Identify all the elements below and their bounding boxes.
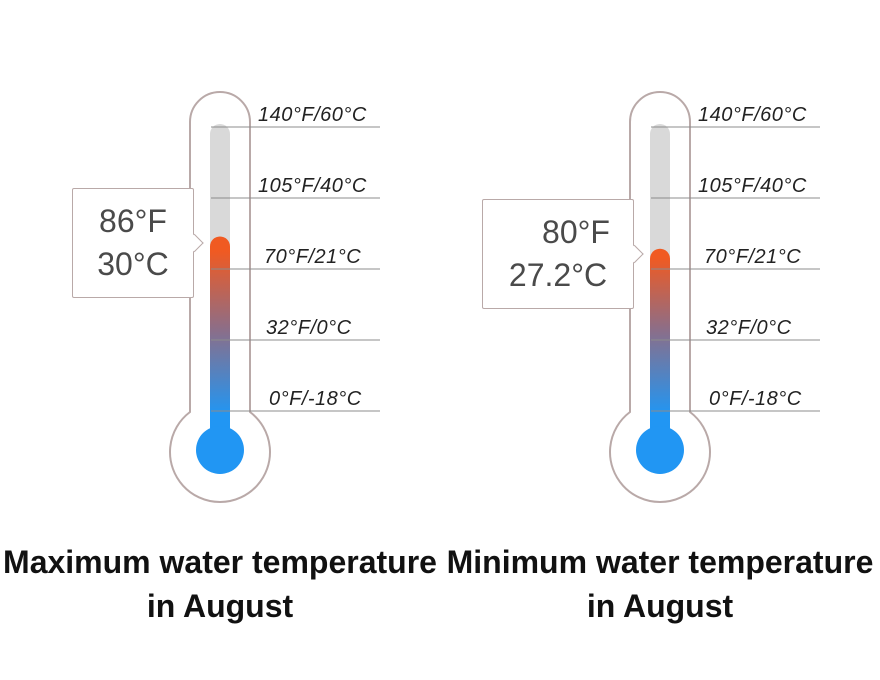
thermometer-panel-max: 140°F/60°C 105°F/40°C 70°F/21°C 32°F/0°C… — [3, 91, 437, 624]
readout-fahrenheit: 80°F — [542, 214, 610, 250]
scale-lines — [651, 126, 820, 412]
temperature-readout: 86°F 30°C — [72, 188, 204, 298]
thermometer-caption: Maximum water temperature in August — [3, 544, 437, 624]
scale-label-105: 105°F/40°C — [258, 175, 367, 197]
scale-lines — [211, 126, 380, 412]
thermometer-panel-min: 140°F/60°C 105°F/40°C 70°F/21°C 32°F/0°C… — [440, 0, 880, 680]
readout-fahrenheit: 86°F — [99, 203, 167, 239]
scale-label-70: 70°F/21°C — [264, 246, 362, 268]
scale-label-32: 32°F/0°C — [266, 317, 352, 339]
thermometer-fill-bar — [650, 248, 670, 445]
thermometer-caption: Minimum water temperature in August — [446, 544, 874, 624]
temperature-readout: 80°F 27.2°C — [482, 199, 644, 309]
readout-celsius: 30°C — [97, 246, 169, 282]
scale-label-32: 32°F/0°C — [706, 317, 792, 339]
scale-label-140: 140°F/60°C — [698, 104, 807, 126]
scale-label-0: 0°F/-18°C — [269, 388, 362, 410]
thermometer-bulb — [196, 426, 244, 474]
thermometer-bulb — [636, 426, 684, 474]
thermometer-fill-bar — [210, 236, 230, 445]
scale-label-70: 70°F/21°C — [704, 246, 802, 268]
scale-label-140: 140°F/60°C — [258, 104, 367, 126]
scale-label-105: 105°F/40°C — [698, 175, 807, 197]
thermometer-min-graphic — [609, 91, 820, 503]
readout-celsius: 27.2°C — [508, 257, 608, 293]
thermometer-max-graphic — [169, 91, 380, 503]
scale-label-0: 0°F/-18°C — [709, 388, 802, 410]
